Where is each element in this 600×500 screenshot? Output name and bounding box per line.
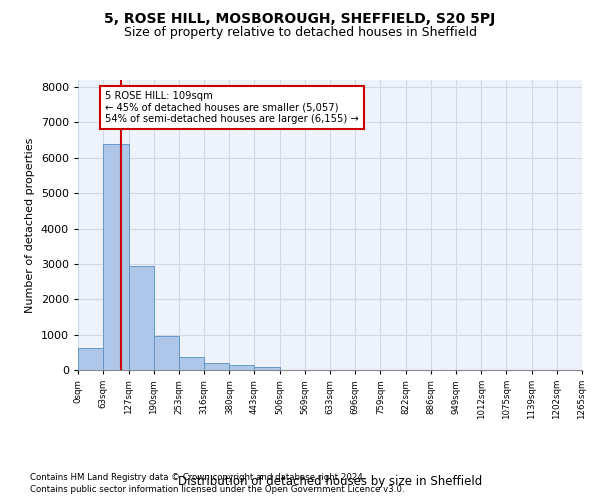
Text: 5 ROSE HILL: 109sqm
← 45% of detached houses are smaller (5,057)
54% of semi-det: 5 ROSE HILL: 109sqm ← 45% of detached ho…	[105, 90, 359, 124]
Bar	[128, 266, 154, 370]
Bar	[78, 348, 103, 370]
Bar	[229, 364, 254, 370]
Text: Contains public sector information licensed under the Open Government Licence v3: Contains public sector information licen…	[30, 485, 404, 494]
Text: Contains HM Land Registry data © Crown copyright and database right 2024.: Contains HM Land Registry data © Crown c…	[30, 472, 365, 482]
Bar	[103, 144, 128, 370]
Bar	[254, 367, 280, 370]
Text: 5, ROSE HILL, MOSBOROUGH, SHEFFIELD, S20 5PJ: 5, ROSE HILL, MOSBOROUGH, SHEFFIELD, S20…	[104, 12, 496, 26]
Y-axis label: Number of detached properties: Number of detached properties	[25, 138, 35, 312]
Bar	[204, 364, 229, 370]
Bar	[179, 356, 204, 370]
X-axis label: Distribution of detached houses by size in Sheffield: Distribution of detached houses by size …	[178, 475, 482, 488]
Text: Size of property relative to detached houses in Sheffield: Size of property relative to detached ho…	[124, 26, 476, 39]
Bar	[154, 336, 179, 370]
